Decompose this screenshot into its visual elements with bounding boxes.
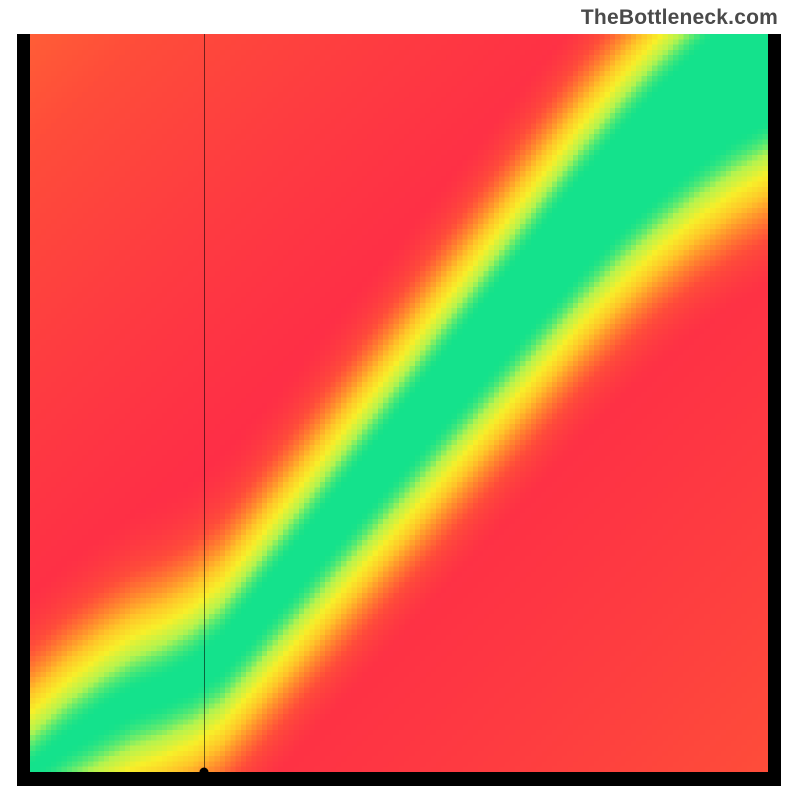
attribution-text: TheBottleneck.com <box>581 6 778 30</box>
plot-area <box>30 34 768 772</box>
plot-frame <box>17 34 781 786</box>
chart-container: { "attribution": "TheBottleneck.com", "a… <box>0 0 800 800</box>
marker-vertical-line <box>204 34 205 772</box>
heatmap-canvas <box>30 34 768 772</box>
marker-dot <box>200 768 209 777</box>
